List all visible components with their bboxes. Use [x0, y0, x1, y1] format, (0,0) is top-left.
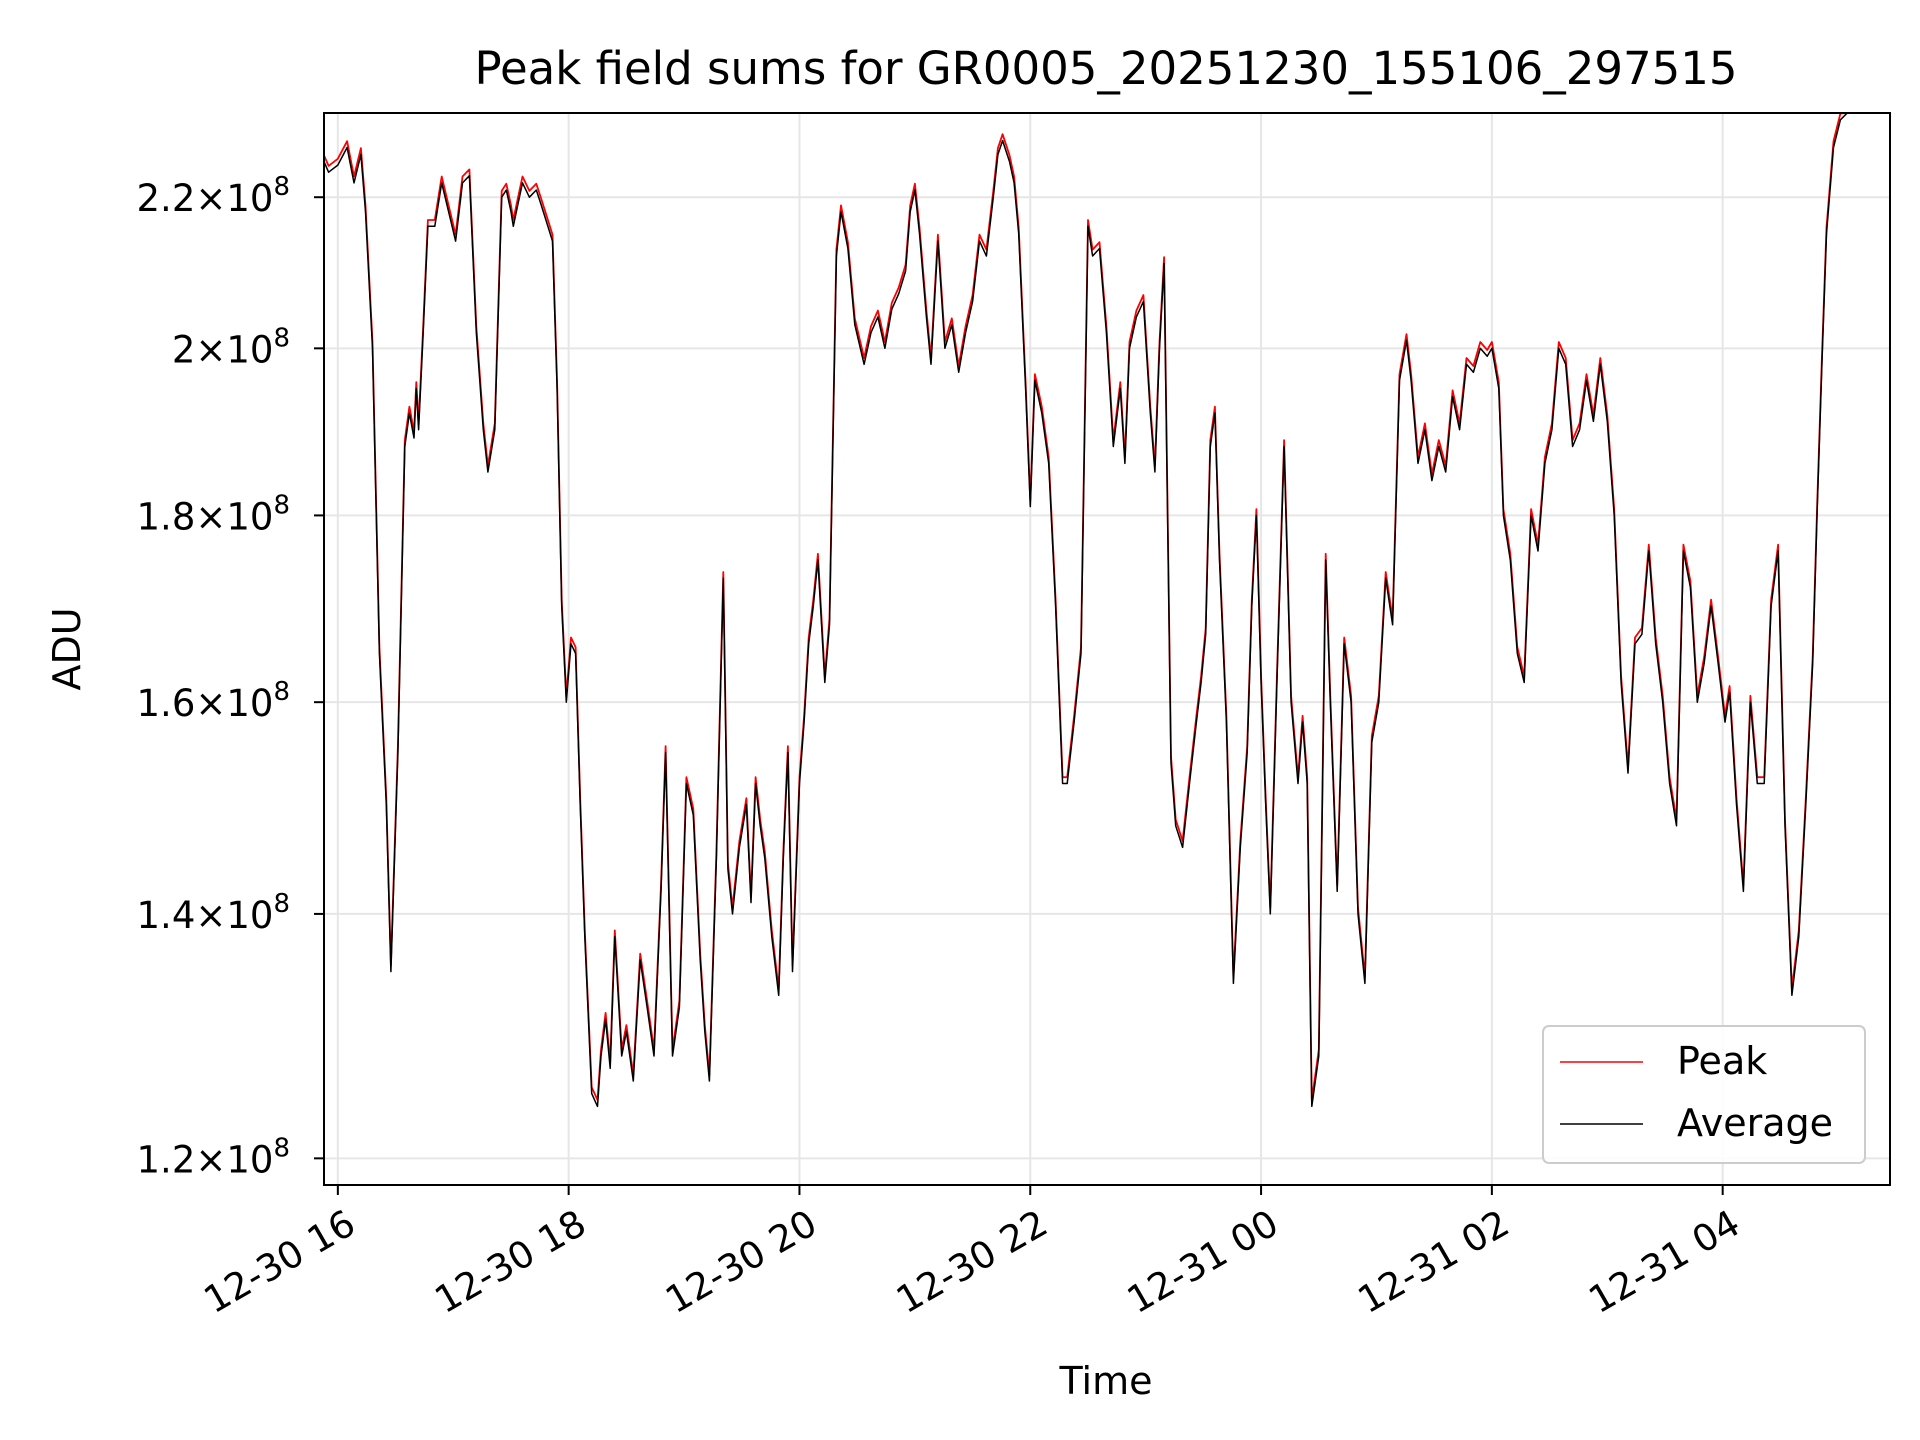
- y-tick-label: 2×108: [172, 323, 290, 371]
- chart-title: Peak field sums for GR0005_20251230_1551…: [474, 42, 1737, 95]
- y-tick-label: 1.6×108: [137, 677, 290, 725]
- series-line-average: [323, 112, 1848, 1108]
- y-tick-label: 2.2×108: [137, 172, 290, 220]
- series-lines: [323, 112, 1848, 1108]
- plot-frame: [323, 112, 1891, 1186]
- y-axis: 1.2×108 1.4×108 1.6×108 1.8×108 2×108 2.2×108: [137, 172, 324, 1181]
- legend-box: [1542, 1025, 1866, 1164]
- legend: Peak Average: [1542, 1025, 1866, 1164]
- legend-label-peak: Peak: [1677, 1039, 1767, 1083]
- y-tick-label: 1.8×108: [137, 490, 290, 538]
- x-axis-label: Time: [1059, 1359, 1153, 1403]
- y-tick-label: 1.4×108: [137, 889, 290, 937]
- y-axis-label: ADU: [45, 607, 89, 690]
- y-tick-label: 1.2×108: [137, 1133, 290, 1181]
- legend-label-average: Average: [1677, 1101, 1833, 1145]
